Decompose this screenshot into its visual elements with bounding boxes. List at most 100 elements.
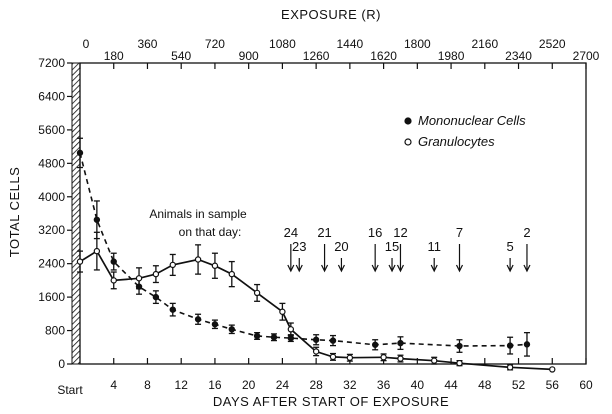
- x-tick-label: 12: [175, 378, 189, 392]
- granulocyte-point: [169, 261, 176, 269]
- sample-count-label: 5: [506, 239, 513, 254]
- exposure-start-bar: [71, 62, 81, 365]
- x-start-label: Start: [57, 383, 83, 397]
- top-tick-label: 1260: [303, 49, 330, 63]
- sample-count-arrowhead: [337, 264, 345, 273]
- x-tick-label: 24: [276, 378, 290, 392]
- top-tick-label: 180: [104, 49, 124, 63]
- sample-count-label: 21: [317, 225, 331, 240]
- y-tick-label: 5600: [38, 123, 65, 137]
- sample-count-label: 11: [427, 239, 441, 254]
- sample-count-label: 2: [523, 225, 530, 240]
- sample-count-arrowhead: [388, 264, 396, 273]
- x-tick-label: 16: [208, 378, 222, 392]
- x-tick-label: 60: [579, 378, 593, 392]
- sample-count-arrowhead: [371, 264, 379, 273]
- y-tick-label: 4800: [38, 156, 65, 170]
- top-tick-label: 0: [83, 37, 90, 51]
- sample-count-arrowhead: [295, 264, 303, 273]
- top-axis-title: EXPOSURE (R): [281, 7, 381, 22]
- granulocyte-point: [287, 326, 295, 333]
- y-tick-label: 7200: [38, 56, 65, 70]
- granulocyte-point: [135, 275, 143, 282]
- top-tick-label: 360: [137, 37, 157, 51]
- granulocyte-point: [228, 270, 235, 278]
- x-tick-label: 32: [343, 378, 357, 392]
- y-axis-title: TOTAL CELLS: [7, 167, 22, 258]
- mononuclear-point: [253, 332, 261, 340]
- x-tick-label: 52: [512, 378, 526, 392]
- top-tick-label: 2340: [505, 49, 532, 63]
- mononuclear-point: [456, 342, 463, 350]
- sample-count-arrowhead: [506, 264, 514, 273]
- mononuclear-point: [76, 149, 84, 157]
- x-axis-title: DAYS AFTER START OF EXPOSURE: [213, 394, 449, 409]
- granulocyte-point: [211, 262, 219, 269]
- mononuclear-point: [312, 336, 320, 343]
- x-tick-label: 20: [242, 378, 256, 392]
- x-tick-label: 56: [546, 378, 560, 392]
- legend-label-granulocytes: Granulocytes: [418, 134, 495, 149]
- sample-count-label: 24: [284, 225, 298, 240]
- y-tick-label: 4000: [38, 190, 65, 204]
- legend-label-mononuclear: Mononuclear Cells: [418, 113, 526, 128]
- x-tick-label: 40: [411, 378, 425, 392]
- y-tick-label: 0: [58, 357, 65, 371]
- sample-count-label: 15: [385, 239, 399, 254]
- x-tick-label: 8: [144, 378, 151, 392]
- annotation-line-1: Animals in sample: [149, 207, 247, 221]
- x-tick-label: 36: [377, 378, 391, 392]
- mononuclear-point: [152, 293, 160, 301]
- top-tick-label: 1620: [370, 49, 397, 63]
- mononuclear-point: [169, 306, 176, 313]
- y-tick-label: 800: [45, 324, 65, 338]
- sample-count-label: 16: [368, 225, 382, 240]
- top-tick-label: 900: [239, 49, 259, 63]
- legend-marker-mononuclear: [404, 117, 412, 125]
- annotation-line-2: on that day:: [179, 225, 242, 239]
- legend-marker-granulocytes: [404, 138, 412, 146]
- sample-count-label: 7: [456, 225, 463, 240]
- top-tick-label: 2520: [539, 37, 566, 51]
- granulocyte-point: [329, 353, 337, 361]
- granulocyte-point: [93, 247, 101, 255]
- granulocyte-point: [279, 308, 286, 315]
- granulocyte-point: [380, 354, 387, 361]
- granulocyte-point: [549, 366, 556, 373]
- granulocyte-point: [253, 289, 261, 297]
- sample-count-arrowhead: [321, 264, 329, 273]
- mononuclear-point: [397, 339, 404, 347]
- granulocyte-point: [194, 256, 202, 263]
- y-tick-label: 6400: [38, 89, 65, 103]
- sample-count-label: 23: [292, 239, 306, 254]
- mononuclear-point: [110, 258, 117, 265]
- y-tick-label: 3200: [38, 223, 65, 237]
- granulocyte-point: [506, 364, 514, 371]
- top-tick-label: 540: [171, 49, 191, 63]
- mononuclear-point: [194, 316, 202, 323]
- sample-count-label: 12: [393, 225, 407, 240]
- mononuclear-point: [211, 321, 219, 328]
- mononuclear-point: [93, 216, 101, 223]
- mononuclear-point: [523, 341, 531, 348]
- x-tick-label: 48: [478, 378, 492, 392]
- top-tick-label: 1440: [337, 37, 364, 51]
- top-tick-label: 2160: [471, 37, 498, 51]
- x-tick-label: 28: [309, 378, 323, 392]
- top-tick-label: 720: [205, 37, 225, 51]
- mononuclear-point: [371, 341, 379, 348]
- sample-count-label: 20: [334, 239, 348, 254]
- top-tick-label: 2700: [573, 49, 600, 63]
- granulocyte-point: [312, 348, 320, 355]
- x-tick-label: 44: [444, 378, 458, 392]
- mononuclear-point: [329, 337, 337, 344]
- top-tick-label: 1800: [404, 37, 431, 51]
- sample-count-arrowhead: [523, 264, 531, 273]
- granulocyte-point: [76, 258, 84, 265]
- x-tick-label: 4: [110, 378, 117, 392]
- y-tick-label: 1600: [38, 290, 65, 304]
- granulocyte-point: [346, 354, 354, 361]
- granulocyte-point: [431, 357, 438, 364]
- mononuclear-point: [506, 342, 514, 349]
